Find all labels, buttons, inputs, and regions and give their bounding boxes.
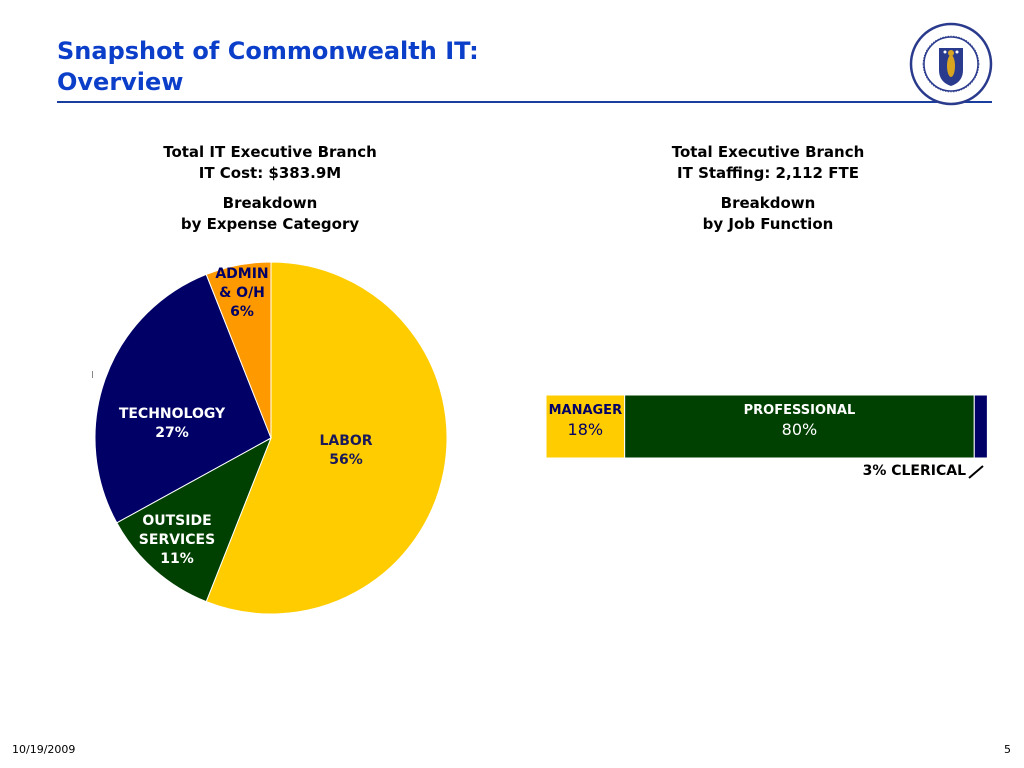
pie-label-line: LABOR [319, 433, 373, 449]
slide-title-line1: Snapshot of Commonwealth IT: [57, 37, 479, 65]
bar-label-name: MANAGER [548, 403, 623, 418]
pie-label-admin-o-h: ADMIN & O/H 6% [202, 265, 282, 322]
bar-label-clerical: 3% CLERICAL [862, 463, 966, 479]
bar-label-manager: MANAGER 18% [546, 401, 625, 439]
bar-subtitle-line1: Breakdown [720, 194, 816, 212]
pie-label-line: SERVICES [138, 532, 216, 548]
bar-segment-clerical [973, 394, 988, 459]
page-number: 5 [1004, 743, 1011, 756]
pie-chart-title: Total IT Executive Branch IT Cost: $383.… [100, 142, 440, 184]
axis-tick-mark [92, 371, 93, 378]
slide-title-line2: Overview [57, 68, 184, 96]
pie-label-line: 56% [329, 452, 363, 468]
massachusetts-seal-logo [909, 22, 993, 106]
pie-chart-subtitle: Breakdown by Expense Category [100, 193, 440, 235]
bar-label-value: 18% [567, 420, 604, 439]
pie-label-line: 11% [160, 551, 194, 567]
pie-slice-outside-services [116, 436, 272, 603]
bar-label-value: 80% [781, 420, 818, 439]
footer-date: 10/19/2009 [12, 743, 76, 756]
slide-title: Snapshot of Commonwealth IT: Overview [57, 36, 479, 98]
clerical-leader-line [968, 465, 984, 479]
pie-slice-labor [205, 261, 448, 615]
pie-slice-technology [94, 273, 272, 524]
bar-title-line2: IT Staffing: 2,112 FTE [677, 164, 859, 182]
pie-label-labor: LABOR 56% [291, 432, 401, 470]
pie-label-line: 6% [230, 304, 254, 320]
bar-label-name: PROFESSIONAL [743, 403, 856, 418]
bar-chart-title: Total Executive Branch IT Staffing: 2,11… [598, 142, 938, 184]
pie-subtitle-line2: by Expense Category [180, 215, 360, 233]
pie-label-technology: TECHNOLOGY 27% [107, 405, 237, 443]
bar-subtitle-line2: by Job Function [702, 215, 834, 233]
pie-title-line2: IT Cost: $383.9M [198, 164, 342, 182]
bar-title-line1: Total Executive Branch [671, 143, 865, 161]
bar-chart-subtitle: Breakdown by Job Function [598, 193, 938, 235]
pie-title-line1: Total IT Executive Branch [163, 143, 377, 161]
pie-label-line: OUTSIDE [142, 513, 212, 529]
pie-label-line: & O/H [219, 285, 265, 301]
pie-label-line: ADMIN [215, 266, 269, 282]
pie-label-line: TECHNOLOGY [118, 406, 226, 422]
pie-label-line: 27% [155, 425, 189, 441]
title-divider [57, 101, 992, 103]
pie-slice-admin-o-h [205, 261, 272, 439]
pie-label-outside-services: OUTSIDE SERVICES 11% [122, 512, 232, 569]
bar-segment-manager [545, 394, 626, 459]
pie-subtitle-line1: Breakdown [222, 194, 318, 212]
bar-label-professional: PROFESSIONAL 80% [625, 401, 975, 439]
